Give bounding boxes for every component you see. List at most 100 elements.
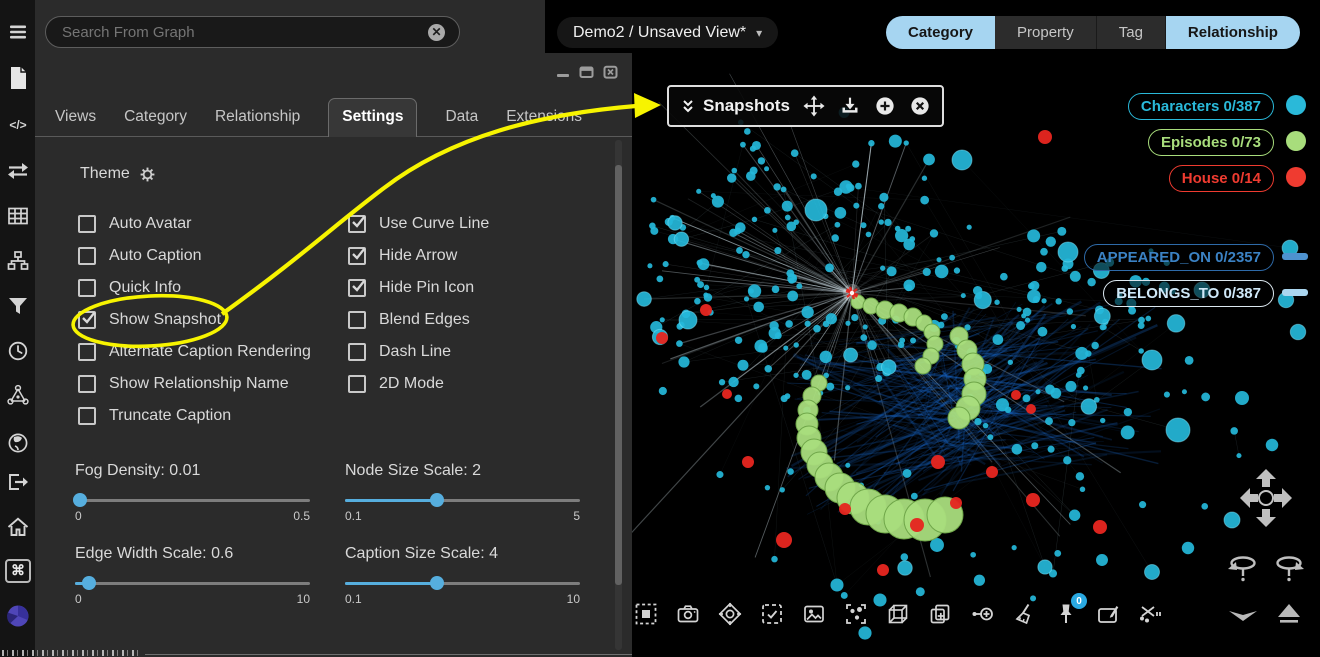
slider-thumb[interactable] xyxy=(429,576,444,590)
setting-hide-pin-icon[interactable]: Hide Pin Icon xyxy=(348,272,489,304)
move-icon[interactable] xyxy=(803,95,825,117)
camera-icon[interactable] xyxy=(675,601,701,627)
slider-thumb[interactable] xyxy=(72,493,87,507)
duplicate-add-icon[interactable] xyxy=(927,601,953,627)
setting-quick-info[interactable]: Quick Info xyxy=(78,272,311,304)
view-selector[interactable]: Demo2 / Unsaved View* ▾ xyxy=(557,17,779,48)
checkbox-unchecked[interactable] xyxy=(348,375,366,393)
scatter-select-icon[interactable] xyxy=(843,601,869,627)
panel-scrollbar-thumb[interactable] xyxy=(615,165,622,585)
globe-icon[interactable] xyxy=(5,430,31,456)
search-bar[interactable]: ✕ xyxy=(45,16,460,48)
split-edge-icon[interactable] xyxy=(1137,601,1163,627)
checkbox-unchecked[interactable] xyxy=(78,215,96,233)
legend-tab-tag[interactable]: Tag xyxy=(1096,16,1166,49)
file-icon[interactable] xyxy=(5,65,31,91)
setting-show-relationship-name[interactable]: Show Relationship Name xyxy=(78,368,311,400)
setting-show-snapshot[interactable]: Show Snapshot xyxy=(78,304,311,336)
code-icon[interactable]: </> xyxy=(5,112,31,138)
setting-auto-caption[interactable]: Auto Caption xyxy=(78,240,311,272)
legend-dash-appeared-on[interactable] xyxy=(1282,253,1308,260)
setting-truncate-caption[interactable]: Truncate Caption xyxy=(78,400,311,432)
download-icon[interactable] xyxy=(840,96,860,116)
hierarchy-icon[interactable] xyxy=(5,248,31,274)
setting-alternate-caption-rendering[interactable]: Alternate Caption Rendering xyxy=(78,336,311,368)
add-relationship-icon[interactable] xyxy=(969,601,995,627)
checkbox-checked[interactable] xyxy=(348,215,366,233)
tab-relationship[interactable]: Relationship xyxy=(214,108,301,125)
setting-use-curve-line[interactable]: Use Curve Line xyxy=(348,208,489,240)
swap-icon[interactable] xyxy=(5,158,31,184)
network-icon[interactable] xyxy=(5,382,31,408)
select-check-icon[interactable] xyxy=(759,601,785,627)
gear-icon[interactable] xyxy=(139,166,156,183)
pan-dpad[interactable] xyxy=(1237,465,1295,531)
legend-characters[interactable]: Characters 0/387 xyxy=(1127,93,1274,120)
tab-data[interactable]: Data xyxy=(445,108,479,125)
checkbox-unchecked[interactable] xyxy=(78,343,96,361)
legend-dot-characters[interactable] xyxy=(1286,95,1306,115)
add-icon[interactable] xyxy=(875,96,895,116)
minimize-icon[interactable] xyxy=(556,65,570,79)
tab-category[interactable]: Category xyxy=(124,108,187,125)
slider-track[interactable] xyxy=(75,499,310,502)
table-icon[interactable] xyxy=(5,203,31,229)
signout-icon[interactable] xyxy=(5,469,31,495)
tab-extensions[interactable]: Extensions xyxy=(506,108,583,125)
rotate-right-icon[interactable] xyxy=(1272,553,1306,583)
legend-dot-house[interactable] xyxy=(1286,167,1306,187)
legend-dash-belongs-to[interactable] xyxy=(1282,289,1308,296)
legend-dot-episodes[interactable] xyxy=(1286,131,1306,151)
legend-belongs-to[interactable]: BELONGS_TO 0/387 xyxy=(1103,280,1274,307)
close-icon[interactable] xyxy=(910,96,930,116)
slider-track[interactable] xyxy=(345,582,580,585)
app-logo[interactable] xyxy=(5,603,31,629)
checkbox-unchecked[interactable] xyxy=(78,279,96,297)
fly-down-icon[interactable] xyxy=(1226,604,1260,630)
rotate-left-icon[interactable] xyxy=(1226,553,1260,583)
slider-track[interactable] xyxy=(345,499,580,502)
slider-track[interactable] xyxy=(75,582,310,585)
close-icon[interactable] xyxy=(603,65,618,79)
legend-appeared-on[interactable]: APPEARED_ON 0/2357 xyxy=(1083,244,1274,271)
slider-thumb[interactable] xyxy=(82,576,97,590)
setting-auto-avatar[interactable]: Auto Avatar xyxy=(78,208,311,240)
checkbox-checked[interactable] xyxy=(348,279,366,297)
tab-views[interactable]: Views xyxy=(55,108,97,125)
checkbox-unchecked[interactable] xyxy=(348,343,366,361)
checkbox-unchecked[interactable] xyxy=(348,311,366,329)
checkbox-unchecked[interactable] xyxy=(78,247,96,265)
search-input[interactable] xyxy=(60,22,428,42)
cube-3d-icon[interactable] xyxy=(885,601,911,627)
legend-episodes[interactable]: Episodes 0/73 xyxy=(1147,129,1274,156)
broom-icon[interactable] xyxy=(1011,601,1037,627)
graph-canvas[interactable] xyxy=(632,0,1320,657)
legend-house[interactable]: House 0/14 xyxy=(1168,165,1274,192)
fly-up-icon[interactable] xyxy=(1272,602,1306,628)
legend-tab-relationship[interactable]: Relationship xyxy=(1165,16,1300,49)
maximize-icon[interactable] xyxy=(579,65,594,79)
checkbox-checked[interactable] xyxy=(78,311,96,329)
setting-hide-arrow[interactable]: Hide Arrow xyxy=(348,240,489,272)
menu-icon[interactable] xyxy=(5,19,31,45)
setting-blend-edges[interactable]: Blend Edges xyxy=(348,304,489,336)
checkbox-unchecked[interactable] xyxy=(78,407,96,425)
search-clear-icon[interactable]: ✕ xyxy=(428,23,445,41)
image-icon[interactable] xyxy=(801,601,827,627)
marquee-select-icon[interactable] xyxy=(633,601,659,627)
filter-icon[interactable] xyxy=(5,293,31,319)
notes-pen-icon[interactable] xyxy=(1095,601,1121,627)
double-chevron-down-icon[interactable] xyxy=(681,98,695,114)
checkbox-unchecked[interactable] xyxy=(78,375,96,393)
setting-dash-line[interactable]: Dash Line xyxy=(348,336,489,368)
center-target-icon[interactable] xyxy=(717,601,743,627)
setting-2d-mode[interactable]: 2D Mode xyxy=(348,368,489,400)
snapshots-panel[interactable]: Snapshots xyxy=(667,85,944,127)
tab-settings[interactable]: Settings xyxy=(328,98,418,137)
theme-row[interactable]: Theme xyxy=(80,165,156,183)
checkbox-checked[interactable] xyxy=(348,247,366,265)
home-icon[interactable] xyxy=(5,514,31,540)
history-icon[interactable] xyxy=(5,338,31,364)
slider-thumb[interactable] xyxy=(429,493,444,507)
pin-icon[interactable]: 0 xyxy=(1053,593,1087,627)
